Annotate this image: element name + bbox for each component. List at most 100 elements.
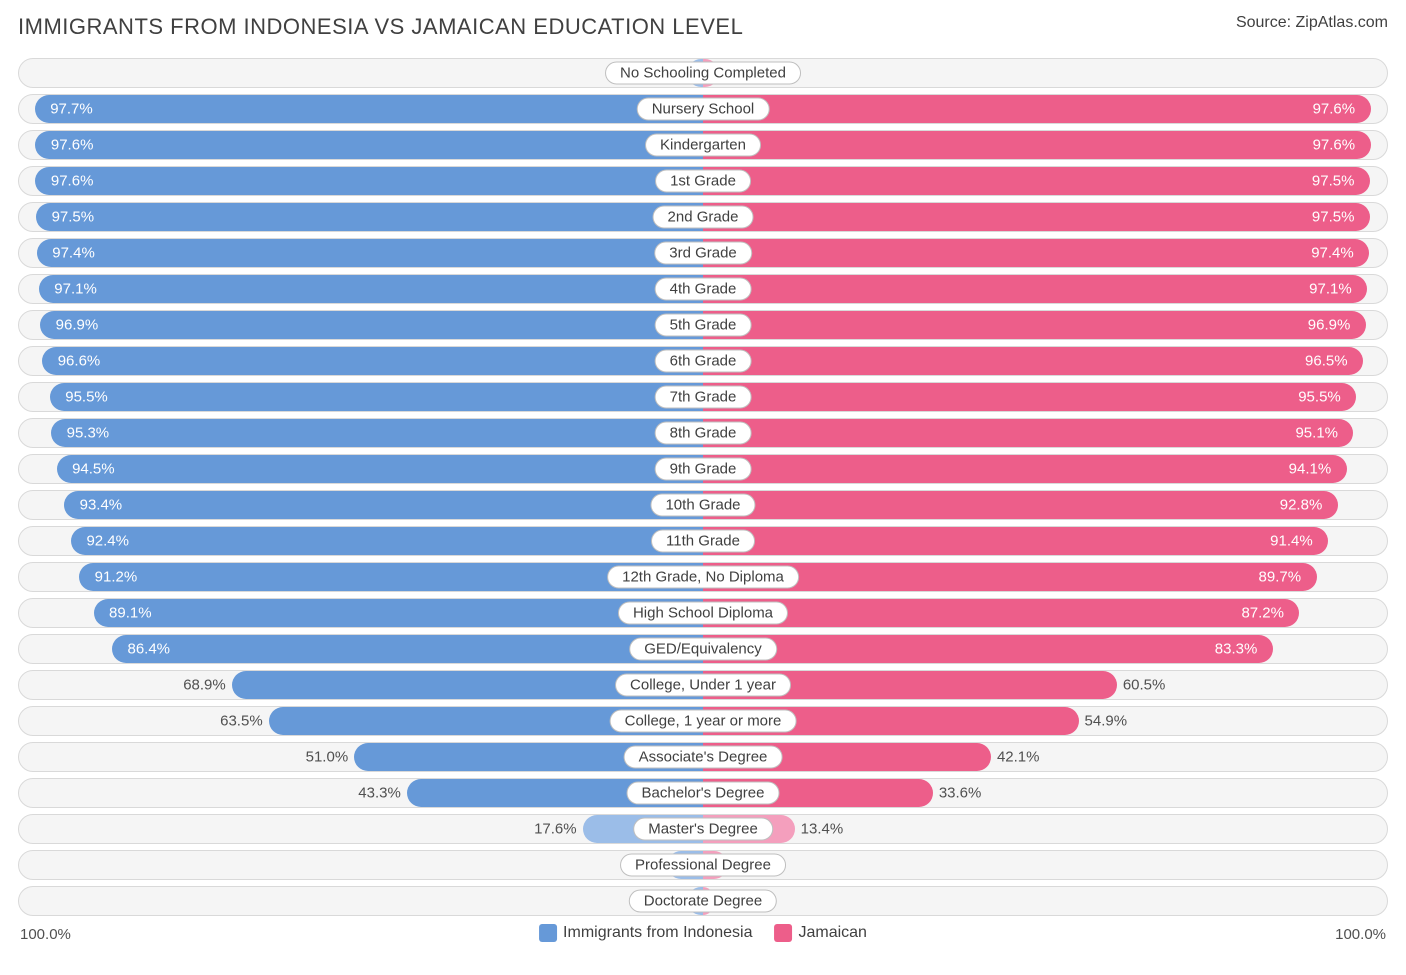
chart-row: 95.5% 95.5% 7th Grade: [18, 382, 1388, 412]
chart-row: 97.1%97.1%4th Grade: [18, 274, 1388, 304]
value-right: 97.5%: [1312, 173, 1355, 190]
chart-row: 97.6%97.5%1st Grade: [18, 166, 1388, 196]
category-label: College, Under 1 year: [615, 674, 791, 697]
value-left: 17.6%: [534, 821, 577, 838]
bar-right: [703, 383, 1356, 411]
bar-right: [703, 203, 1370, 231]
legend-swatch-left: [539, 924, 557, 942]
bar-left: [57, 455, 703, 483]
chart-container: IMMIGRANTS FROM INDONESIA VS JAMAICAN ED…: [0, 0, 1406, 975]
chart-row: 2.4%2.4%No Schooling Completed: [18, 58, 1388, 88]
bar-left: [64, 491, 703, 519]
value-right: 95.5%: [1298, 389, 1341, 406]
bar-left: [35, 95, 703, 123]
category-label: Professional Degree: [620, 854, 786, 877]
value-right: 97.6%: [1313, 137, 1356, 154]
source-name: ZipAtlas.com: [1296, 14, 1388, 31]
category-label: Doctorate Degree: [629, 890, 777, 913]
source-label: Source:: [1236, 14, 1291, 31]
value-right: 92.8%: [1280, 497, 1323, 514]
chart-source: Source: ZipAtlas.com: [1236, 14, 1388, 32]
value-left: 63.5%: [220, 713, 263, 730]
bar-left: [42, 347, 703, 375]
value-left: 68.9%: [183, 677, 226, 694]
chart-row: 2.4%1.5%Doctorate Degree: [18, 886, 1388, 916]
bar-left: [94, 599, 703, 627]
value-right: 96.9%: [1308, 317, 1351, 334]
value-left: 93.4%: [80, 497, 123, 514]
bar-left: [112, 635, 703, 663]
value-right: 42.1%: [997, 749, 1040, 766]
chart-row: 17.6%13.4%Master's Degree: [18, 814, 1388, 844]
bar-left: [50, 383, 703, 411]
category-label: 7th Grade: [655, 386, 752, 409]
bar-left: [71, 527, 703, 555]
category-label: Master's Degree: [633, 818, 773, 841]
value-right: 91.4%: [1270, 533, 1313, 550]
category-label: College, 1 year or more: [610, 710, 797, 733]
bar-right: [703, 599, 1299, 627]
legend-label-left: Immigrants from Indonesia: [563, 924, 752, 942]
value-right: 60.5%: [1123, 677, 1166, 694]
chart-rows: 2.4%2.4%No Schooling Completed97.7%97.6%…: [18, 58, 1388, 916]
value-left: 43.3%: [358, 785, 401, 802]
value-right: 89.7%: [1259, 569, 1302, 586]
chart-header: IMMIGRANTS FROM INDONESIA VS JAMAICAN ED…: [18, 14, 1388, 40]
value-left: 97.7%: [50, 101, 93, 118]
chart-title: IMMIGRANTS FROM INDONESIA VS JAMAICAN ED…: [18, 14, 743, 40]
legend-label-right: Jamaican: [798, 924, 866, 942]
chart-row: 5.3%3.7%Professional Degree: [18, 850, 1388, 880]
category-label: 9th Grade: [655, 458, 752, 481]
value-right: 97.5%: [1312, 209, 1355, 226]
chart-row: 89.1%87.2%High School Diploma: [18, 598, 1388, 628]
chart-legend: Immigrants from Indonesia Jamaican: [539, 924, 867, 942]
chart-row: 93.4% 92.8% 10th Grade: [18, 490, 1388, 520]
category-label: 11th Grade: [651, 530, 755, 553]
legend-item-left: Immigrants from Indonesia: [539, 924, 752, 942]
bar-left: [39, 275, 703, 303]
value-left: 95.5%: [65, 389, 108, 406]
bar-right: [703, 239, 1369, 267]
category-label: 10th Grade: [650, 494, 755, 517]
bar-right: [703, 527, 1328, 555]
category-label: 4th Grade: [655, 278, 752, 301]
value-left: 96.6%: [58, 353, 101, 370]
chart-row: 96.9%96.9%5th Grade: [18, 310, 1388, 340]
value-left: 89.1%: [109, 605, 152, 622]
value-left: 97.6%: [51, 137, 94, 154]
bar-right: [703, 455, 1347, 483]
value-left: 51.0%: [306, 749, 349, 766]
value-left: 97.4%: [52, 245, 95, 262]
chart-row: 68.9% 60.5% College, Under 1 year: [18, 670, 1388, 700]
value-right: 94.1%: [1289, 461, 1332, 478]
value-left: 95.3%: [67, 425, 110, 442]
category-label: High School Diploma: [618, 602, 788, 625]
bar-right: [703, 275, 1367, 303]
legend-swatch-right: [774, 924, 792, 942]
chart-row: 91.2%89.7%12th Grade, No Diploma: [18, 562, 1388, 592]
category-label: No Schooling Completed: [605, 62, 801, 85]
chart-row: 92.4% 91.4% 11th Grade: [18, 526, 1388, 556]
bar-right: [703, 491, 1338, 519]
chart-row: 96.6%96.5%6th Grade: [18, 346, 1388, 376]
chart-row: 95.3%95.1%8th Grade: [18, 418, 1388, 448]
chart-row: 97.7%97.6%Nursery School: [18, 94, 1388, 124]
category-label: Bachelor's Degree: [627, 782, 780, 805]
value-left: 92.4%: [86, 533, 129, 550]
value-right: 97.1%: [1309, 281, 1352, 298]
bar-left: [51, 419, 703, 447]
axis-right-label: 100.0%: [1335, 926, 1386, 943]
chart-row: 94.5% 94.1% 9th Grade: [18, 454, 1388, 484]
chart-footer: 100.0% Immigrants from Indonesia Jamaica…: [18, 924, 1388, 948]
category-label: 2nd Grade: [653, 206, 754, 229]
category-label: 1st Grade: [655, 170, 751, 193]
legend-item-right: Jamaican: [774, 924, 866, 942]
chart-row: 43.3%33.6%Bachelor's Degree: [18, 778, 1388, 808]
category-label: 12th Grade, No Diploma: [607, 566, 799, 589]
value-right: 95.1%: [1295, 425, 1338, 442]
value-left: 94.5%: [72, 461, 115, 478]
chart-row: 51.0%42.1%Associate's Degree: [18, 742, 1388, 772]
bar-left: [37, 239, 703, 267]
value-right: 97.4%: [1311, 245, 1354, 262]
bar-left: [35, 131, 703, 159]
